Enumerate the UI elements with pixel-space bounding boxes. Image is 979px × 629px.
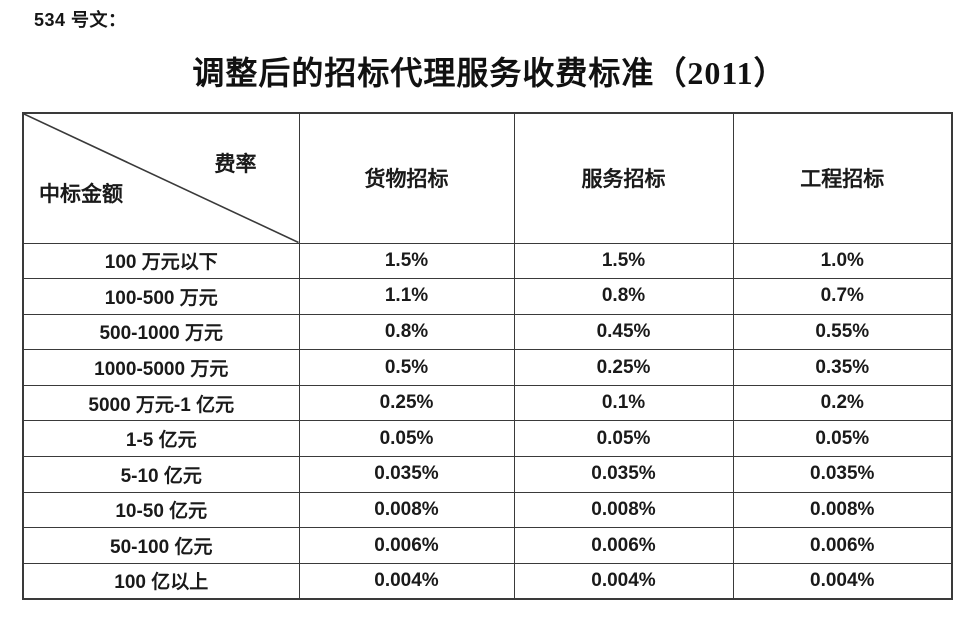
table-row: 10-50 亿元 0.008% 0.008% 0.008% [22, 491, 953, 529]
rate-cell: 0.45% [513, 313, 734, 351]
table-row: 1-5 亿元 0.05% 0.05% 0.05% [22, 420, 953, 458]
rate-cell: 0.5% [298, 349, 515, 386]
row-label: 100 亿以上 [22, 562, 300, 600]
row-label: 1000-5000 万元 [22, 349, 300, 386]
rate-cell: 0.25% [298, 384, 515, 422]
row-label: 100 万元以下 [22, 242, 300, 280]
row-label: 1-5 亿元 [22, 420, 300, 458]
rate-cell: 0.25% [513, 349, 734, 386]
rate-cell: 0.004% [513, 562, 734, 600]
table-row: 5-10 亿元 0.035% 0.035% 0.035% [22, 456, 953, 493]
rate-cell: 0.006% [732, 527, 953, 564]
row-label: 500-1000 万元 [22, 313, 300, 351]
rate-cell: 0.008% [298, 491, 515, 529]
fee-rate-table: 费率 中标金额 货物招标 服务招标 工程招标 100 万元以下 1.5% 1.5… [22, 112, 953, 600]
rate-cell: 0.035% [298, 456, 515, 493]
rate-cell: 0.05% [732, 420, 953, 458]
table-row: 100 万元以下 1.5% 1.5% 1.0% [22, 242, 953, 280]
table-row: 100 亿以上 0.004% 0.004% 0.004% [22, 562, 953, 600]
table-row: 1000-5000 万元 0.5% 0.25% 0.35% [22, 349, 953, 386]
rate-cell: 0.035% [732, 456, 953, 493]
row-label: 50-100 亿元 [22, 527, 300, 564]
row-label: 5-10 亿元 [22, 456, 300, 493]
rate-cell: 0.004% [732, 562, 953, 600]
rate-cell: 0.2% [732, 384, 953, 422]
page-title: 调整后的招标代理服务收费标准（2011） [192, 55, 787, 91]
rate-cell: 0.35% [732, 349, 953, 386]
row-label: 5000 万元-1 亿元 [22, 384, 300, 422]
table-row: 500-1000 万元 0.8% 0.45% 0.55% [22, 313, 953, 351]
rate-cell: 1.1% [298, 278, 515, 315]
rate-cell: 0.006% [298, 527, 515, 564]
rate-cell: 0.8% [298, 313, 515, 351]
rate-cell: 1.5% [513, 242, 734, 280]
rate-cell: 0.035% [513, 456, 734, 493]
rate-cell: 0.008% [732, 491, 953, 529]
rate-cell: 0.1% [513, 384, 734, 422]
diagonal-divider-line [24, 114, 299, 243]
rate-cell: 0.8% [513, 278, 734, 315]
column-header-goods-bidding: 货物招标 [298, 112, 515, 244]
column-header-engineering-bidding: 工程招标 [732, 112, 953, 244]
rate-cell: 0.006% [513, 527, 734, 564]
rate-cell: 0.05% [513, 420, 734, 458]
diagonal-corner-header-cell: 费率 中标金额 [22, 112, 300, 244]
rate-cell: 0.008% [513, 491, 734, 529]
table-row: 5000 万元-1 亿元 0.25% 0.1% 0.2% [22, 384, 953, 422]
document-ref-label: 534 号文： [34, 10, 127, 30]
rate-cell: 1.5% [298, 242, 515, 280]
table-row: 100-500 万元 1.1% 0.8% 0.7% [22, 278, 953, 315]
row-label: 100-500 万元 [22, 278, 300, 315]
corner-label-bid-amount: 中标金额 [39, 182, 123, 206]
row-label: 10-50 亿元 [22, 491, 300, 529]
rate-cell: 0.55% [732, 313, 953, 351]
column-header-service-bidding: 服务招标 [513, 112, 734, 244]
table-row: 50-100 亿元 0.006% 0.006% 0.006% [22, 527, 953, 564]
corner-label-fee-rate: 费率 [214, 152, 257, 176]
rate-cell: 1.0% [732, 242, 953, 280]
table-header-row: 费率 中标金额 货物招标 服务招标 工程招标 [22, 112, 953, 244]
rate-cell: 0.05% [298, 420, 515, 458]
rate-cell: 0.004% [298, 562, 515, 600]
rate-cell: 0.7% [732, 278, 953, 315]
